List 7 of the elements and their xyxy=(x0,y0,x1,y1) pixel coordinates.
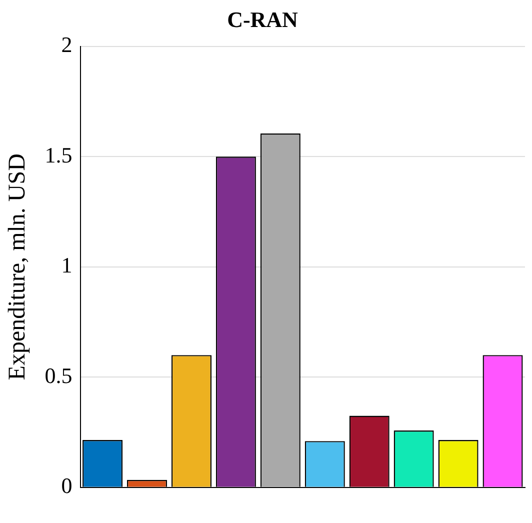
y-tick-label: 0.5 xyxy=(44,362,72,388)
y-tick-label: 1.5 xyxy=(44,142,72,168)
y-tick-label: 1 xyxy=(61,252,72,278)
y-tick-label: 2 xyxy=(61,32,72,58)
y-axis-title: Expenditure, mln. USD xyxy=(4,154,31,380)
chart-title: C-RAN xyxy=(227,6,298,32)
y-tick-label: 0 xyxy=(61,473,72,498)
